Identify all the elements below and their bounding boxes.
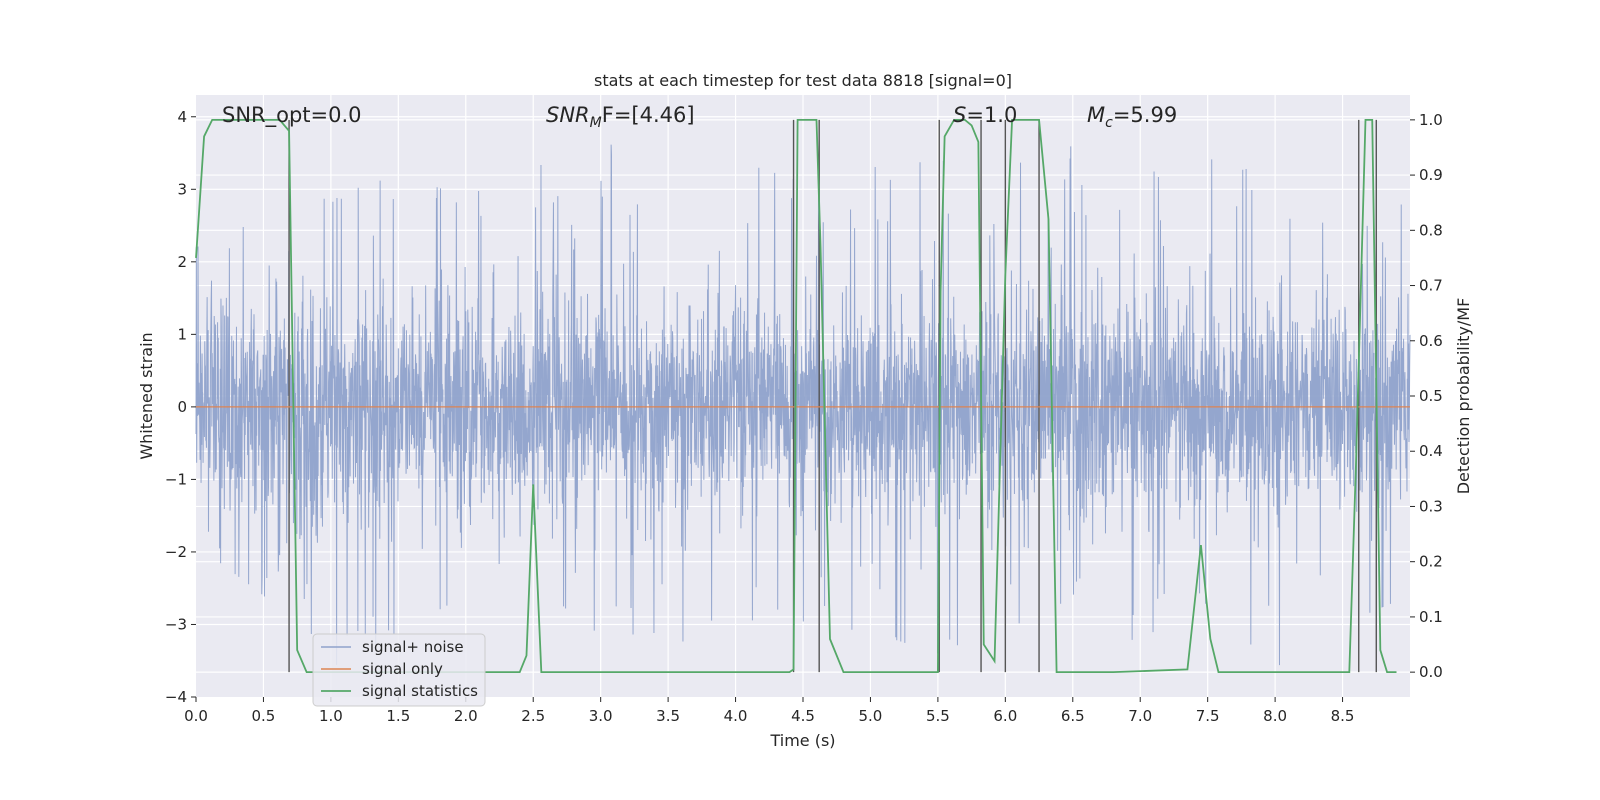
x-tick-label: 8.5 (1331, 707, 1355, 725)
annotation-snr-mf-subscript: M (590, 115, 602, 131)
x-tick-label: 3.5 (656, 707, 680, 725)
y2-tick-label: 0.8 (1419, 221, 1443, 239)
x-tick-label: 7.0 (1128, 707, 1152, 725)
x-tick-label: 6.5 (1061, 707, 1085, 725)
chart-title: stats at each timestep for test data 881… (594, 71, 1012, 90)
annotation-snr-mf: SNRMF=[4.46] (546, 103, 695, 131)
annotation-s-symbol: S (953, 103, 966, 127)
y2-tick-label: 0.5 (1419, 387, 1443, 405)
y2-tick-label: 0.6 (1419, 332, 1443, 350)
x-tick-label: 3.0 (589, 707, 613, 725)
y2-tick-label: 0.4 (1419, 442, 1443, 460)
y-axis-label: Whitened strain (137, 332, 156, 459)
annotations: SNR_opt=0.0 SNRMF=[4.46] S=1.0 Mc=5.99 (222, 103, 1177, 131)
y-tick-label: 3 (177, 180, 187, 198)
annotation-mc-symbol: M (1087, 103, 1105, 127)
legend-box (312, 633, 486, 707)
y2-axis-label: Detection probability/MF (1454, 298, 1473, 495)
x-tick-label: 1.0 (319, 707, 343, 725)
legend-label-signal-noise: signal+ noise (362, 638, 464, 656)
x-tick-label: 8.0 (1263, 707, 1287, 725)
x-tick-label: 0.5 (252, 707, 276, 725)
y-tick-label: 0 (177, 398, 187, 416)
y-tick-label: −2 (165, 543, 187, 561)
series-line-signal-noise (195, 144, 1411, 666)
legend-label-signal-statistics: signal statistics (362, 682, 478, 700)
annotation-mc: Mc=5.99 (1087, 103, 1177, 131)
x-tick-label: 6.0 (993, 707, 1017, 725)
x-tick-label: 5.5 (926, 707, 950, 725)
annotation-snr-mf-symbol: SNR (546, 103, 590, 127)
x-tick-label: 0.0 (184, 707, 208, 725)
x-tick-label: 4.5 (791, 707, 815, 725)
y2-tick-label: 0.1 (1419, 608, 1443, 626)
signal-noise-series (195, 144, 1411, 666)
y-tick-label: 2 (177, 253, 187, 271)
annotation-mc-value: =5.99 (1113, 103, 1177, 127)
x-axis-label: Time (s) (769, 731, 835, 750)
annotation-s: S=1.0 (953, 103, 1017, 127)
x-tick-label: 7.5 (1196, 707, 1220, 725)
y-tick-label: 1 (177, 325, 187, 343)
y2-tick-label: 1.0 (1419, 111, 1443, 129)
x-tick-label: 1.5 (386, 707, 410, 725)
legend-label-signal-only: signal only (362, 660, 443, 678)
annotation-snr-mf-value: F=[4.46] (602, 103, 695, 127)
x-tick-label: 4.0 (724, 707, 748, 725)
y-tick-label: −1 (165, 470, 187, 488)
y2-tick-label: 0.3 (1419, 497, 1443, 515)
legend: signal+ noise signal only signal statist… (312, 633, 486, 707)
annotation-s-value: =1.0 (966, 103, 1017, 127)
y2-tick-label: 0.2 (1419, 553, 1443, 571)
y-tick-label: 4 (177, 108, 187, 126)
x-tick-label: 5.0 (859, 707, 883, 725)
y2-tick-label: 0.0 (1419, 663, 1443, 681)
y2-tick-label: 0.9 (1419, 166, 1443, 184)
x-tick-label: 2.5 (521, 707, 545, 725)
y-tick-label: −3 (165, 615, 187, 633)
annotation-mc-subscript: c (1105, 115, 1113, 131)
y2-tick-label: 0.7 (1419, 277, 1443, 295)
y-tick-label: −4 (165, 688, 187, 706)
x-tick-label: 2.0 (454, 707, 478, 725)
annotation-snr-opt: SNR_opt=0.0 (222, 103, 362, 128)
axes-ticks: 0.0 0.5 1.0 1.5 2.0 2.5 3.0 3.5 4.0 4.5 5.0 5.5 6.0 6… (165, 108, 1443, 725)
